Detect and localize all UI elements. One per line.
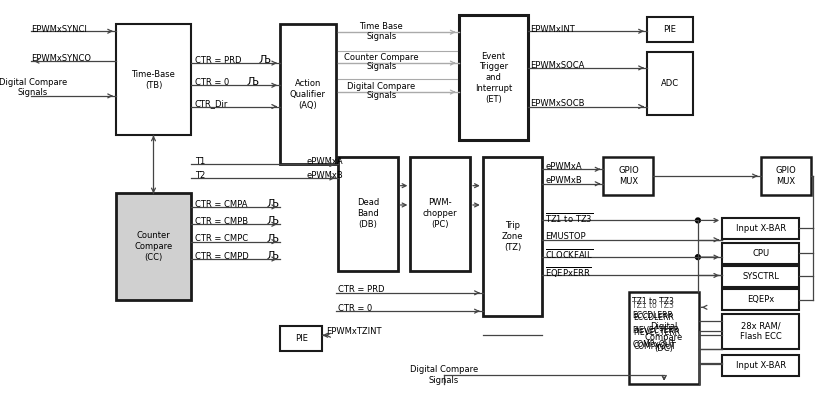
Text: Љ: Љ <box>246 77 259 88</box>
Text: $\overline{\mathrm{TZ1\ to\ TZ3}}$: $\overline{\mathrm{TZ1\ to\ TZ3}}$ <box>545 211 594 225</box>
Text: COMPxOUT: COMPxOUT <box>632 340 676 349</box>
Text: ePWMxA: ePWMxA <box>545 162 582 171</box>
Text: Trip
Zone
(TZ): Trip Zone (TZ) <box>502 221 523 252</box>
Text: Digital Compare: Digital Compare <box>347 82 415 91</box>
Text: ADC: ADC <box>661 79 679 88</box>
Text: Љ: Љ <box>259 55 271 65</box>
Text: Time Base: Time Base <box>359 22 403 31</box>
Text: CTR = PRD: CTR = PRD <box>195 56 242 65</box>
Text: T1: T1 <box>195 157 205 166</box>
Text: CTR = CMPB: CTR = CMPB <box>195 217 248 226</box>
FancyBboxPatch shape <box>630 292 699 384</box>
Text: CTR = 0: CTR = 0 <box>195 78 229 87</box>
FancyBboxPatch shape <box>646 17 693 42</box>
Text: CTR = CMPD: CTR = CMPD <box>195 252 249 261</box>
Text: Љ: Љ <box>266 251 279 261</box>
FancyBboxPatch shape <box>722 218 799 239</box>
Text: EPWMxTZINT: EPWMxTZINT <box>326 327 382 336</box>
Text: Digital
Compare
(DC): Digital Compare (DC) <box>645 322 683 353</box>
Circle shape <box>696 218 701 223</box>
Text: EPWMxSOCB: EPWMxSOCB <box>530 99 585 108</box>
Text: Counter Compare: Counter Compare <box>344 53 419 62</box>
Text: EQEPx: EQEPx <box>747 295 774 304</box>
Text: EMUSTOP: EMUSTOP <box>545 232 586 241</box>
FancyBboxPatch shape <box>646 52 693 115</box>
Text: Љ: Љ <box>266 216 279 227</box>
FancyBboxPatch shape <box>722 243 799 264</box>
Text: CTR = 0: CTR = 0 <box>338 304 372 313</box>
Text: TZ1 to TZ3: TZ1 to TZ3 <box>632 301 674 310</box>
Text: PIE: PIE <box>664 25 676 34</box>
FancyBboxPatch shape <box>338 157 398 271</box>
Text: Dead
Band
(DB): Dead Band (DB) <box>357 198 379 229</box>
Text: 28x RAM/
Flash ECC: 28x RAM/ Flash ECC <box>740 321 781 341</box>
FancyBboxPatch shape <box>116 193 191 299</box>
Text: EPWMxINT: EPWMxINT <box>530 25 575 34</box>
Text: ePWMxB: ePWMxB <box>307 171 344 180</box>
Text: Counter
Compare
(CC): Counter Compare (CC) <box>134 231 173 262</box>
Text: ePWMxA: ePWMxA <box>307 157 344 166</box>
FancyBboxPatch shape <box>761 157 811 196</box>
FancyBboxPatch shape <box>483 157 542 316</box>
Text: COMPxOUT: COMPxOUT <box>633 342 676 351</box>
Text: ECCDLERR: ECCDLERR <box>632 312 673 321</box>
Text: SYSCTRL: SYSCTRL <box>742 272 779 281</box>
Text: GPIO
MUX: GPIO MUX <box>618 166 639 186</box>
Text: CTR = CMPC: CTR = CMPC <box>195 234 248 243</box>
FancyBboxPatch shape <box>280 326 323 351</box>
Text: CTR = CMPA: CTR = CMPA <box>195 200 248 209</box>
Text: Time-Base
(TB): Time-Base (TB) <box>132 70 175 90</box>
Text: ePWMxB: ePWMxB <box>545 176 582 185</box>
FancyBboxPatch shape <box>722 314 799 349</box>
Text: EPWMxSYNCO: EPWMxSYNCO <box>31 54 91 63</box>
Text: TZ1 to TZ3: TZ1 to TZ3 <box>632 297 674 306</box>
FancyBboxPatch shape <box>603 157 654 196</box>
FancyBboxPatch shape <box>722 266 799 287</box>
Text: Signals: Signals <box>18 88 48 97</box>
Text: Event
Trigger
and
Interrupt
(ET): Event Trigger and Interrupt (ET) <box>475 52 512 103</box>
Text: ECCDLERR: ECCDLERR <box>633 313 674 322</box>
Text: PIEVECTERR: PIEVECTERR <box>633 328 681 337</box>
Text: Input X-BAR: Input X-BAR <box>736 224 786 233</box>
Text: PIE: PIE <box>294 334 308 343</box>
Text: Action
Qualifier
(AQ): Action Qualifier (AQ) <box>290 79 326 110</box>
Text: Input X-BAR: Input X-BAR <box>736 361 786 370</box>
Text: $\overline{\mathrm{EQEPxERR}}$: $\overline{\mathrm{EQEPxERR}}$ <box>545 265 591 280</box>
Text: Љ: Љ <box>266 234 279 244</box>
FancyBboxPatch shape <box>410 157 470 271</box>
FancyBboxPatch shape <box>459 15 528 140</box>
FancyBboxPatch shape <box>116 25 191 135</box>
Text: EPWMxSOCA: EPWMxSOCA <box>530 61 585 70</box>
FancyBboxPatch shape <box>722 289 799 310</box>
Text: T2: T2 <box>195 171 205 180</box>
Text: PWM-
chopper
(PC): PWM- chopper (PC) <box>423 198 458 229</box>
Text: CTR = PRD: CTR = PRD <box>338 285 384 294</box>
Text: Signals: Signals <box>366 91 396 100</box>
Text: PIEVECTERR: PIEVECTERR <box>632 326 679 335</box>
Text: Signals: Signals <box>429 376 460 385</box>
Text: Digital Compare: Digital Compare <box>0 78 67 87</box>
Text: Signals: Signals <box>366 31 396 40</box>
Text: CPU: CPU <box>752 249 769 258</box>
Text: EPWMxSYNCI: EPWMxSYNCI <box>31 25 87 34</box>
Text: Digital Compare: Digital Compare <box>409 364 478 373</box>
FancyBboxPatch shape <box>722 355 799 376</box>
Circle shape <box>696 255 701 260</box>
Text: CTR_Dir: CTR_Dir <box>195 99 229 108</box>
Text: Signals: Signals <box>366 63 396 72</box>
Text: GPIO
MUX: GPIO MUX <box>776 166 796 186</box>
Text: Љ: Љ <box>266 199 279 209</box>
Text: $\overline{\mathrm{CLOCKFAIL}}$: $\overline{\mathrm{CLOCKFAIL}}$ <box>545 247 594 261</box>
FancyBboxPatch shape <box>280 25 336 164</box>
